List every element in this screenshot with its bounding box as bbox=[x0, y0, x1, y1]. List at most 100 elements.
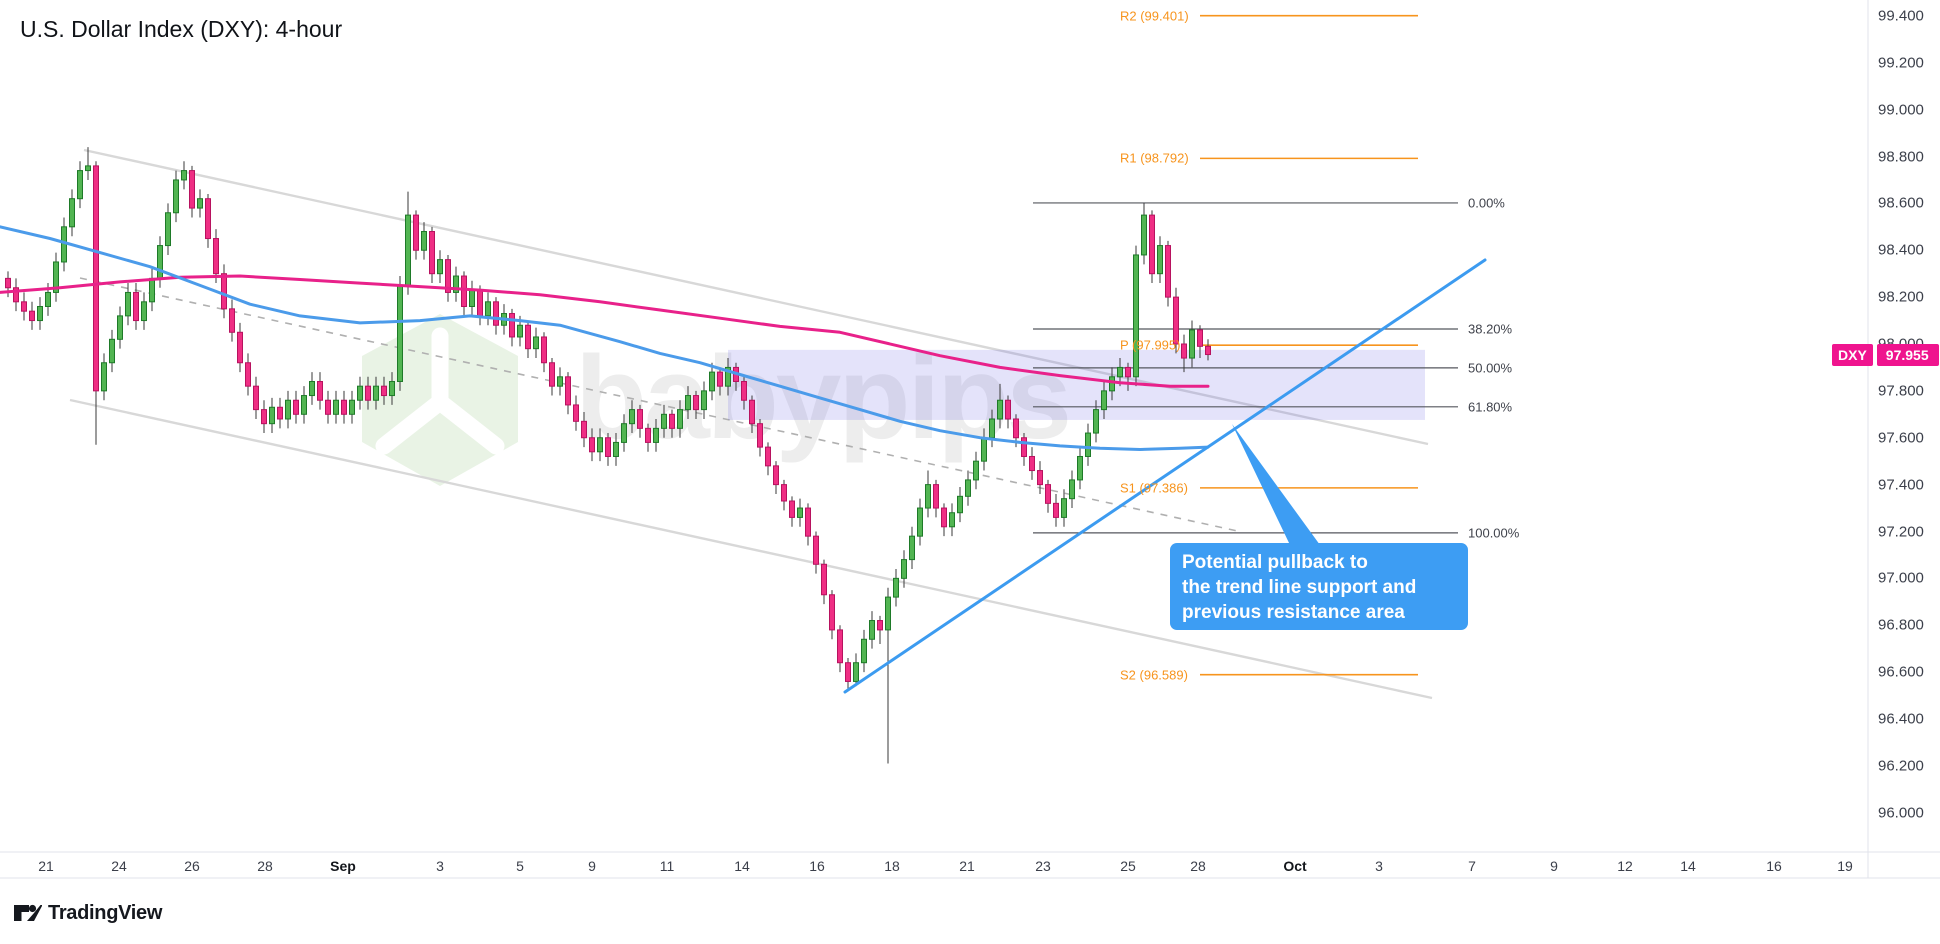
candle bbox=[597, 428, 603, 462]
tradingview-logo[interactable]: TradingView bbox=[12, 901, 162, 925]
candle-body-down bbox=[213, 238, 219, 275]
candle-body-down bbox=[565, 376, 571, 406]
candle-body-up bbox=[685, 395, 691, 411]
candle-body-down bbox=[365, 385, 371, 401]
candle bbox=[685, 386, 691, 419]
candle-body-down bbox=[429, 231, 435, 275]
candle-body-down bbox=[645, 427, 651, 443]
candle bbox=[949, 503, 955, 537]
candle bbox=[845, 658, 851, 689]
candle-body-up bbox=[117, 315, 123, 340]
candle-body-down bbox=[245, 362, 251, 387]
candle-body-up bbox=[397, 284, 403, 382]
candle bbox=[93, 161, 99, 445]
candle-body-up bbox=[1085, 432, 1091, 457]
fast-ma-line bbox=[0, 225, 1210, 451]
candle bbox=[965, 470, 971, 506]
candle-body-up bbox=[613, 441, 619, 457]
candle-body-down bbox=[509, 313, 515, 338]
candle bbox=[101, 353, 107, 401]
candle-body-up bbox=[45, 291, 51, 307]
candle-body-up bbox=[53, 261, 59, 293]
candle-body-up bbox=[597, 437, 603, 453]
candle bbox=[341, 390, 347, 424]
candle-body-up bbox=[677, 409, 683, 429]
candle-body-up bbox=[165, 212, 171, 247]
candle-body-down bbox=[693, 395, 699, 411]
candle-body-down bbox=[877, 620, 883, 631]
candle bbox=[1077, 447, 1083, 490]
candle bbox=[613, 433, 619, 466]
time-tick-label: Oct bbox=[1283, 858, 1307, 874]
candle bbox=[461, 271, 467, 316]
pullback-callout[interactable]: Potential pullback to the trend line sup… bbox=[1170, 543, 1468, 630]
candle-body-up bbox=[661, 413, 667, 429]
candle bbox=[1069, 470, 1075, 509]
candle-body-down bbox=[189, 170, 195, 209]
candle-body-up bbox=[373, 385, 379, 401]
candle bbox=[589, 428, 595, 462]
candle bbox=[813, 531, 819, 574]
candle-body-down bbox=[1181, 343, 1187, 359]
candle-body-down bbox=[741, 380, 747, 401]
time-tick-label: 18 bbox=[884, 858, 900, 874]
candle bbox=[837, 625, 843, 673]
candle-body-down bbox=[749, 399, 755, 425]
callout-line-2: the trend line support and bbox=[1182, 577, 1417, 598]
candle-body-up bbox=[1157, 245, 1163, 275]
candle-body-up bbox=[965, 479, 971, 497]
trendline bbox=[843, 258, 1487, 694]
candle bbox=[893, 568, 899, 607]
candle-body-down bbox=[1205, 345, 1211, 356]
candle bbox=[621, 414, 627, 452]
candle bbox=[1165, 240, 1171, 307]
candle bbox=[1149, 210, 1155, 284]
candle-body-down bbox=[29, 310, 35, 322]
candle-body-down bbox=[581, 420, 587, 439]
candle-body-up bbox=[1101, 390, 1107, 411]
candle bbox=[237, 322, 243, 373]
pivot-label: P (97.995) bbox=[1120, 337, 1181, 353]
candle-body-down bbox=[221, 273, 227, 310]
candle-body-down bbox=[541, 336, 547, 364]
candle bbox=[213, 229, 219, 284]
candle-body-up bbox=[349, 399, 355, 415]
candle-body-up bbox=[269, 406, 275, 425]
candle-body-up bbox=[285, 399, 291, 420]
price-tick-label: 97.600 bbox=[1878, 429, 1924, 447]
tradingview-logo-icon bbox=[14, 904, 42, 921]
time-tick-label: Sep bbox=[330, 858, 356, 874]
fib-label: 100.00% bbox=[1468, 525, 1520, 541]
candle bbox=[269, 397, 275, 434]
candle bbox=[933, 479, 939, 518]
candle bbox=[549, 358, 555, 396]
candle-body-up bbox=[533, 336, 539, 350]
candle-body-down bbox=[317, 380, 323, 401]
candle-body-up bbox=[981, 437, 987, 462]
candle bbox=[677, 400, 683, 438]
candle-body-up bbox=[437, 259, 443, 275]
price-tick-label: 99.000 bbox=[1878, 101, 1924, 119]
price-tick-label: 99.400 bbox=[1878, 7, 1924, 25]
time-tick-label: 14 bbox=[1680, 858, 1696, 874]
candle bbox=[37, 297, 43, 330]
callout-tail bbox=[1232, 424, 1320, 545]
candle bbox=[1053, 493, 1059, 527]
candle-body-down bbox=[1053, 502, 1059, 518]
candle-body-up bbox=[301, 395, 307, 415]
candle-body-up bbox=[101, 362, 107, 392]
candle bbox=[1189, 320, 1195, 368]
candle bbox=[669, 409, 675, 438]
candle bbox=[725, 358, 731, 396]
candle-body-up bbox=[149, 277, 155, 303]
candle bbox=[109, 329, 115, 373]
candle bbox=[645, 423, 651, 452]
candle bbox=[1109, 367, 1115, 401]
candle bbox=[357, 376, 363, 410]
candle-body-down bbox=[237, 331, 243, 364]
candle bbox=[485, 292, 491, 326]
candle bbox=[133, 283, 139, 330]
candle-body-up bbox=[453, 275, 459, 293]
